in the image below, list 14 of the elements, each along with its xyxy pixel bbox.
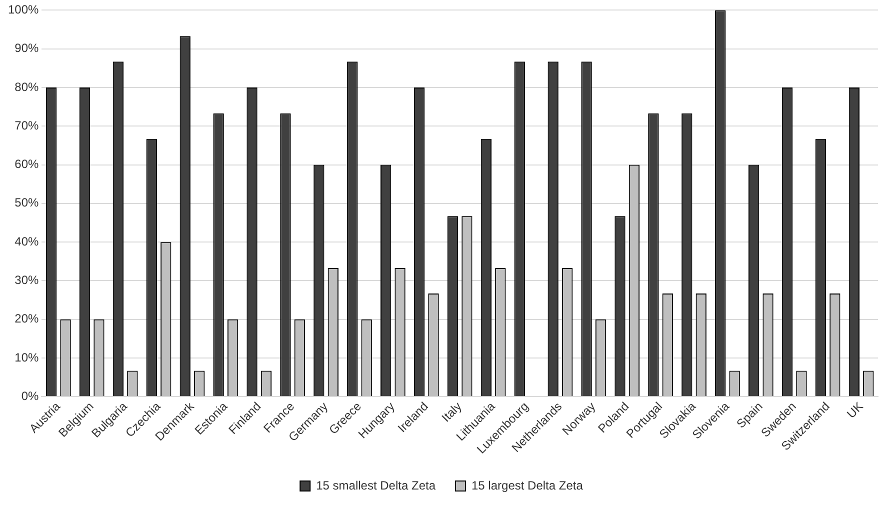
y-tick-label: 100% bbox=[8, 2, 40, 17]
y-tick-label: 90% bbox=[14, 41, 40, 56]
y-tick-label: 10% bbox=[14, 350, 40, 364]
y-tick-label: 60% bbox=[14, 157, 40, 172]
y-tick-label: 30% bbox=[14, 273, 40, 288]
x-tick-label: UK bbox=[844, 399, 866, 421]
y-tick-label: 70% bbox=[14, 118, 40, 132]
y-tick-label: 0% bbox=[21, 388, 40, 403]
legend-label: 15 smallest Delta Zeta bbox=[316, 478, 436, 492]
y-tick-label: 50% bbox=[14, 196, 40, 210]
y-tick-label: 80% bbox=[14, 80, 40, 94]
y-tick-label: 40% bbox=[14, 234, 40, 248]
y-tick-label: 20% bbox=[14, 312, 40, 326]
legend-label: 15 largest Delta Zeta bbox=[471, 478, 584, 492]
